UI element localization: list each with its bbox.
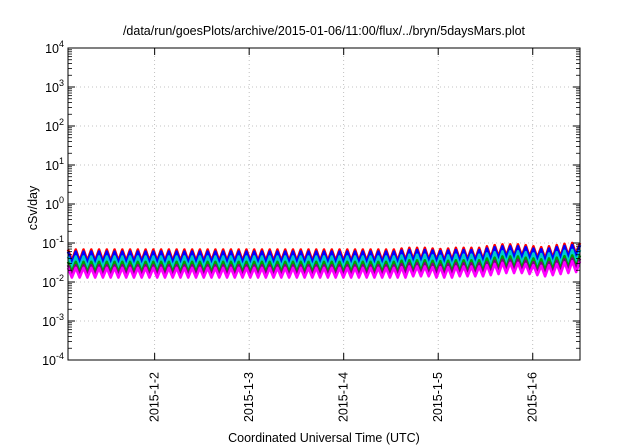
- x-tick-label: 2015-1-2: [148, 372, 162, 422]
- x-tick-label: 2015-1-5: [431, 372, 445, 422]
- series-line-3: [66, 248, 582, 269]
- x-tick-label: 2015-1-6: [526, 372, 540, 422]
- y-tick-label: 102: [45, 117, 64, 134]
- chart-title: /data/run/goesPlots/archive/2015-01-06/1…: [123, 24, 526, 38]
- series-line-4: [66, 254, 582, 274]
- series-line-5: [66, 257, 582, 277]
- x-axis-label: Coordinated Universal Time (UTC): [228, 431, 420, 445]
- x-tick-label: 2015-1-4: [337, 372, 351, 422]
- x-tick-labels: 2015-1-2 2015-1-3 2015-1-4 2015-1-5 2015-1-6: [148, 372, 540, 422]
- y-tick-label: 100: [45, 195, 64, 212]
- series-line-6: [66, 259, 582, 279]
- series-line-2: [66, 243, 582, 265]
- y-tick-label: 10-3: [42, 312, 64, 329]
- y-tick-label: 10-4: [42, 351, 64, 368]
- grid: [68, 48, 580, 360]
- axis-ticks: [68, 47, 580, 361]
- y-tick-label: 101: [45, 156, 64, 173]
- y-tick-label: 10-1: [42, 234, 64, 251]
- y-tick-labels: 10-4 10-3 10-2 10-1 100 101 102 103 104: [42, 39, 64, 368]
- y-tick-label: 104: [45, 39, 64, 56]
- y-tick-label: 103: [45, 78, 64, 95]
- y-axis-label: cSv/day: [26, 185, 40, 230]
- series-line-1: [66, 241, 582, 263]
- series-layer: [66, 241, 582, 279]
- x-tick-label: 2015-1-3: [242, 372, 256, 422]
- y-tick-label: 10-2: [42, 273, 64, 290]
